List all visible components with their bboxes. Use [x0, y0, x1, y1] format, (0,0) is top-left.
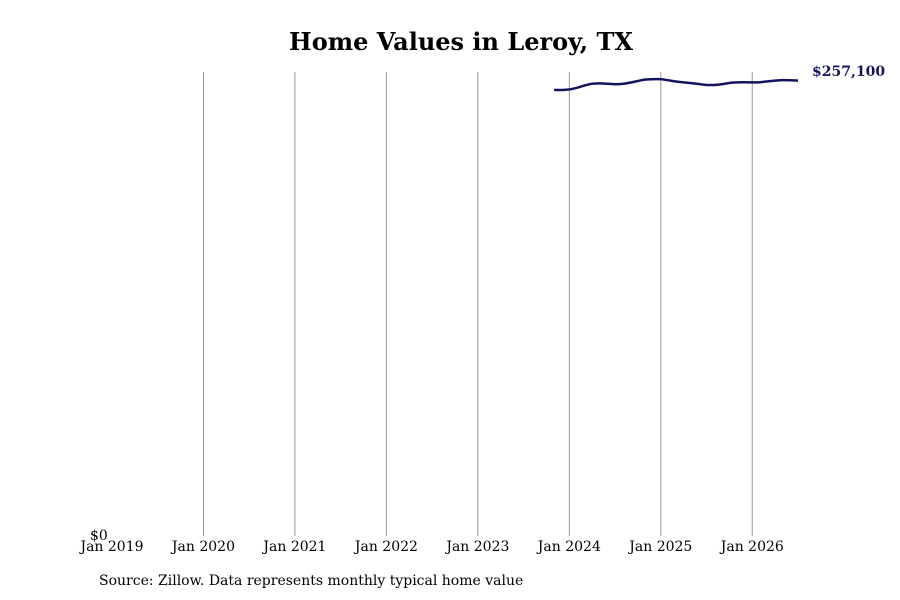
home-value-line [554, 77, 799, 92]
source-note: Source: Zillow. Data represents monthly … [99, 573, 524, 589]
end-value-label: $257,100 [812, 64, 885, 80]
x-tick-label: Jan 2020 [170, 539, 235, 555]
x-tick-label: Jan 2019 [78, 539, 143, 555]
x-tick-label: Jan 2026 [719, 539, 784, 555]
x-axis-ticks: Jan 2019 Jan 2020 Jan 2021 Jan 2022 Jan 2023… [78, 539, 783, 555]
y-tick-label: $0 [90, 528, 108, 544]
x-tick-label: Jan 2022 [353, 539, 418, 555]
x-tick-label: Jan 2025 [627, 539, 692, 555]
x-tick-label: Jan 2021 [261, 539, 326, 555]
y-axis-ticks: $0 [90, 528, 108, 544]
x-tick-label: Jan 2024 [536, 539, 601, 555]
gridlines [202, 72, 753, 536]
chart-title: Home Values in Leroy, TX [289, 27, 633, 56]
x-tick-label: Jan 2023 [444, 539, 509, 555]
series-group [554, 77, 799, 92]
